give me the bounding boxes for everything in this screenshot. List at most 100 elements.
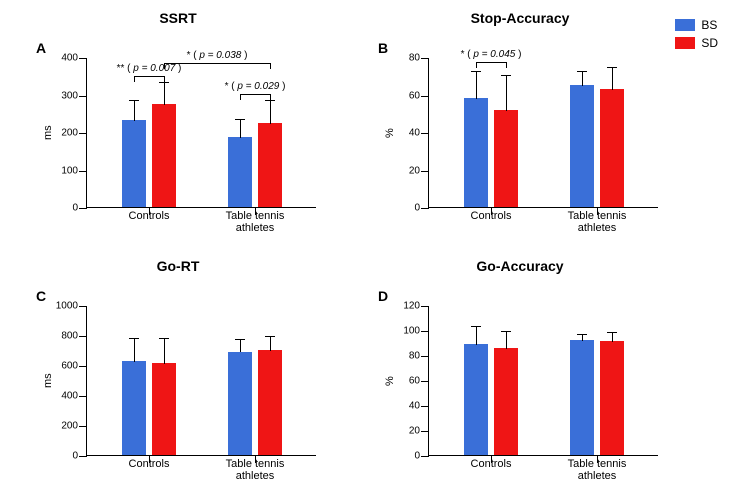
error-bar <box>612 332 613 342</box>
y-tick <box>421 58 429 59</box>
bar-sd <box>600 89 624 207</box>
y-tick-label: 300 <box>50 90 78 101</box>
plot-area: 0100200300400ControlsTable tennis athlet… <box>86 58 316 208</box>
y-axis-label: ms <box>42 306 54 456</box>
error-cap <box>265 336 275 337</box>
panel-letter: D <box>378 288 388 304</box>
error-bar <box>582 334 583 342</box>
y-tick-label: 200 <box>50 421 78 432</box>
y-tick <box>421 456 429 457</box>
bar-bs <box>228 137 252 208</box>
error-bar <box>582 71 583 86</box>
y-tick-label: 200 <box>50 128 78 139</box>
panel-letter: C <box>36 288 46 304</box>
y-tick-label: 800 <box>50 331 78 342</box>
y-tick <box>79 396 87 397</box>
error-cap <box>501 331 511 332</box>
bar-sd <box>152 363 176 455</box>
error-bar <box>506 75 507 111</box>
sig-bracket-drop <box>506 62 507 68</box>
bar-bs <box>122 361 146 455</box>
y-tick-label: 600 <box>50 361 78 372</box>
error-cap <box>607 332 617 333</box>
y-tick <box>79 58 87 59</box>
sig-bracket <box>134 76 164 77</box>
figure-root: BS SD SSRTAms0100200300400ControlsTable … <box>0 0 732 502</box>
panel-letter: B <box>378 40 388 56</box>
error-cap <box>577 71 587 72</box>
y-tick <box>421 306 429 307</box>
panel-title: Go-Accuracy <box>370 258 670 274</box>
error-cap <box>129 100 139 101</box>
plot-area: 02004006008001000ControlsTable tennis at… <box>86 306 316 456</box>
sig-label: ** ( p = 0.007 ) <box>117 63 182 74</box>
y-tick-label: 20 <box>392 165 420 176</box>
error-bar <box>134 338 135 363</box>
error-bar <box>476 326 477 345</box>
x-tick-label: Controls <box>471 458 512 470</box>
y-tick <box>79 336 87 337</box>
y-tick <box>421 208 429 209</box>
legend-swatch-sd <box>675 37 695 49</box>
x-tick-label: Controls <box>129 210 170 222</box>
y-tick <box>421 356 429 357</box>
bar-sd <box>494 110 518 208</box>
error-bar <box>476 71 477 99</box>
error-bar <box>506 331 507 349</box>
sig-bracket-drop <box>164 63 165 69</box>
y-tick <box>421 406 429 407</box>
plot-area: 020406080100120ControlsTable tennis athl… <box>428 306 658 456</box>
error-cap <box>159 338 169 339</box>
y-tick-label: 60 <box>392 376 420 387</box>
error-bar <box>134 100 135 121</box>
y-tick-label: 1000 <box>50 301 78 312</box>
y-tick <box>421 171 429 172</box>
legend-label-sd: SD <box>701 36 718 50</box>
sig-label: * ( p = 0.029 ) <box>225 81 286 92</box>
bar-sd <box>494 348 518 456</box>
bar-bs <box>122 120 146 207</box>
y-tick-label: 40 <box>392 128 420 139</box>
sig-bracket <box>240 94 270 95</box>
y-tick <box>79 133 87 134</box>
y-tick-label: 40 <box>392 401 420 412</box>
sig-bracket-drop <box>134 76 135 82</box>
panel-letter: A <box>36 40 46 56</box>
error-cap <box>577 334 587 335</box>
error-bar <box>164 338 165 364</box>
y-tick <box>421 381 429 382</box>
x-tick-label: Table tennis athletes <box>225 210 286 234</box>
error-cap <box>265 100 275 101</box>
y-tick-label: 20 <box>392 426 420 437</box>
y-tick-label: 0 <box>50 203 78 214</box>
sig-label: * ( p = 0.045 ) <box>461 49 522 60</box>
bar-bs <box>464 98 488 207</box>
error-cap <box>471 71 481 72</box>
y-tick <box>421 431 429 432</box>
error-bar <box>612 67 613 90</box>
x-tick-label: Table tennis athletes <box>225 458 286 482</box>
legend: BS SD <box>675 18 718 54</box>
y-tick <box>79 456 87 457</box>
y-tick <box>79 306 87 307</box>
sig-bracket-drop <box>270 94 271 100</box>
y-tick-label: 100 <box>392 326 420 337</box>
x-tick-label: Table tennis athletes <box>567 458 628 482</box>
error-cap <box>501 75 511 76</box>
error-bar <box>270 100 271 124</box>
y-tick-label: 400 <box>50 391 78 402</box>
y-tick <box>79 426 87 427</box>
bar-sd <box>258 350 282 455</box>
sig-bracket-drop <box>240 94 241 100</box>
x-tick-label: Controls <box>129 458 170 470</box>
x-tick-label: Controls <box>471 210 512 222</box>
y-tick-label: 80 <box>392 351 420 362</box>
sig-bracket-drop <box>164 76 165 82</box>
plot-area: 020406080ControlsTable tennis athletes* … <box>428 58 658 208</box>
panel-C: Go-RTCms02004006008001000ControlsTable t… <box>28 258 328 478</box>
error-bar <box>240 339 241 352</box>
legend-item-sd: SD <box>675 36 718 50</box>
x-tick-label: Table tennis athletes <box>567 210 628 234</box>
panel-title: Stop-Accuracy <box>370 10 670 26</box>
legend-label-bs: BS <box>701 18 717 32</box>
